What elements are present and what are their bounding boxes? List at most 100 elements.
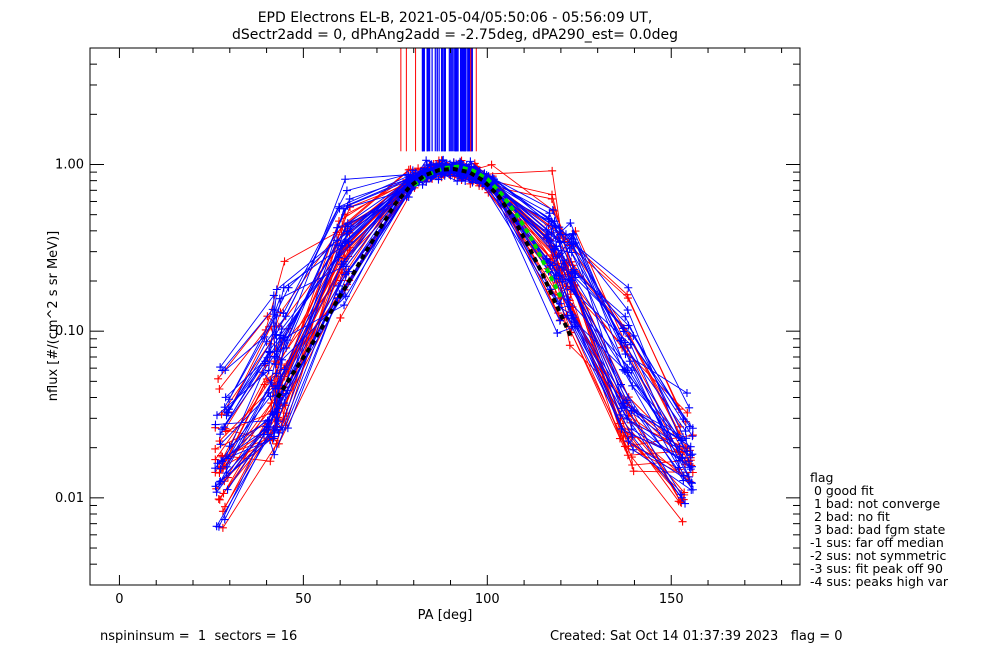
data-point [272,439,281,448]
axes: 0 50 100 150 0.01 0.10 1.00 [55,47,800,607]
data-point [623,294,632,303]
chart-title-line1: EPD Electrons EL-B, 2021-05-04/05:50:06 … [258,10,653,26]
legend: flag 0 good fit 1 bad: not converge 2 ba… [810,470,949,589]
data-point [555,272,564,281]
data-point [458,173,467,182]
data-point [683,447,692,456]
data-point [685,403,694,412]
legend-item: 1 bad: not converge [810,496,940,511]
data-point [422,156,431,165]
data-point [218,523,227,532]
x-tick-label: 150 [659,592,684,607]
data-point [688,432,697,441]
data-point [678,517,687,526]
data-point [420,167,429,176]
x-tick-label: 50 [295,592,312,607]
fit-curve [275,166,574,399]
data-point [342,262,351,271]
data-point [275,294,284,303]
data-point [211,464,220,473]
data-point [565,341,574,350]
data-point [616,336,625,345]
data-point [225,395,234,404]
data-point [569,267,578,276]
data-point [282,343,291,352]
data-point [686,442,695,451]
data-point [269,424,278,433]
data-point [548,166,557,175]
data-point [260,380,269,389]
data-trace [227,167,685,476]
data-point [543,230,552,239]
data-point [618,365,627,374]
data-point [333,223,342,232]
legend-item: -1 sus: far off median [810,535,944,550]
data-point [214,374,223,383]
data-point [263,430,272,439]
data-point [565,244,574,253]
data-point [218,366,227,375]
data-point [687,479,696,488]
data-point [684,457,693,466]
data-point [623,306,632,315]
data-trace [218,166,690,527]
data-point [223,485,232,494]
data-point [629,445,638,454]
data-point [211,420,220,429]
data-point [212,488,221,497]
data-point [270,432,279,441]
x-tick-label: 0 [115,592,123,607]
data-point [280,257,289,266]
data-point [222,407,231,416]
data-point [218,425,227,434]
data-point [618,399,627,408]
data-point [563,311,572,320]
data-trace [225,171,686,432]
data-point [404,193,413,202]
data-point [465,175,474,184]
data-point [215,384,224,393]
data-point [215,495,224,504]
data-point [688,485,697,494]
data-trace [223,168,681,503]
data-point [623,414,632,423]
data-point [268,410,277,419]
data-point [616,410,625,419]
data-point [687,478,696,487]
data-point [438,156,447,165]
data-point [216,363,225,372]
data-point [344,238,353,247]
data-point [686,451,695,460]
data-point [628,432,637,441]
data-point [279,283,288,292]
data-point [268,305,277,314]
data-point [215,437,224,446]
data-point [542,225,551,234]
data-point [269,291,278,300]
legend-item: -2 sus: not symmetric [810,548,946,563]
chart-title-line2: dSectr2add = 0, dPhAng2add = -2.75deg, d… [232,27,678,43]
data-point [273,347,282,356]
footer-right: Created: Sat Oct 14 01:37:39 2023 flag =… [550,629,843,644]
data-point [283,336,292,345]
data-point [272,369,281,378]
data-point [266,392,275,401]
data-point [688,450,697,459]
data-point [547,237,556,246]
data-trace [224,164,690,507]
data-point [277,325,286,334]
data-point [566,219,575,228]
data-point [489,175,498,184]
data-point [456,157,465,166]
data-point [682,389,691,398]
data-point [340,301,349,310]
data-point [675,442,684,451]
data-point [272,285,281,294]
data-point [685,422,694,431]
data-point [214,522,223,531]
data-point [220,403,229,412]
data-point [222,469,231,478]
data-point [555,316,564,325]
data-point [626,340,635,349]
data-point [453,177,462,186]
